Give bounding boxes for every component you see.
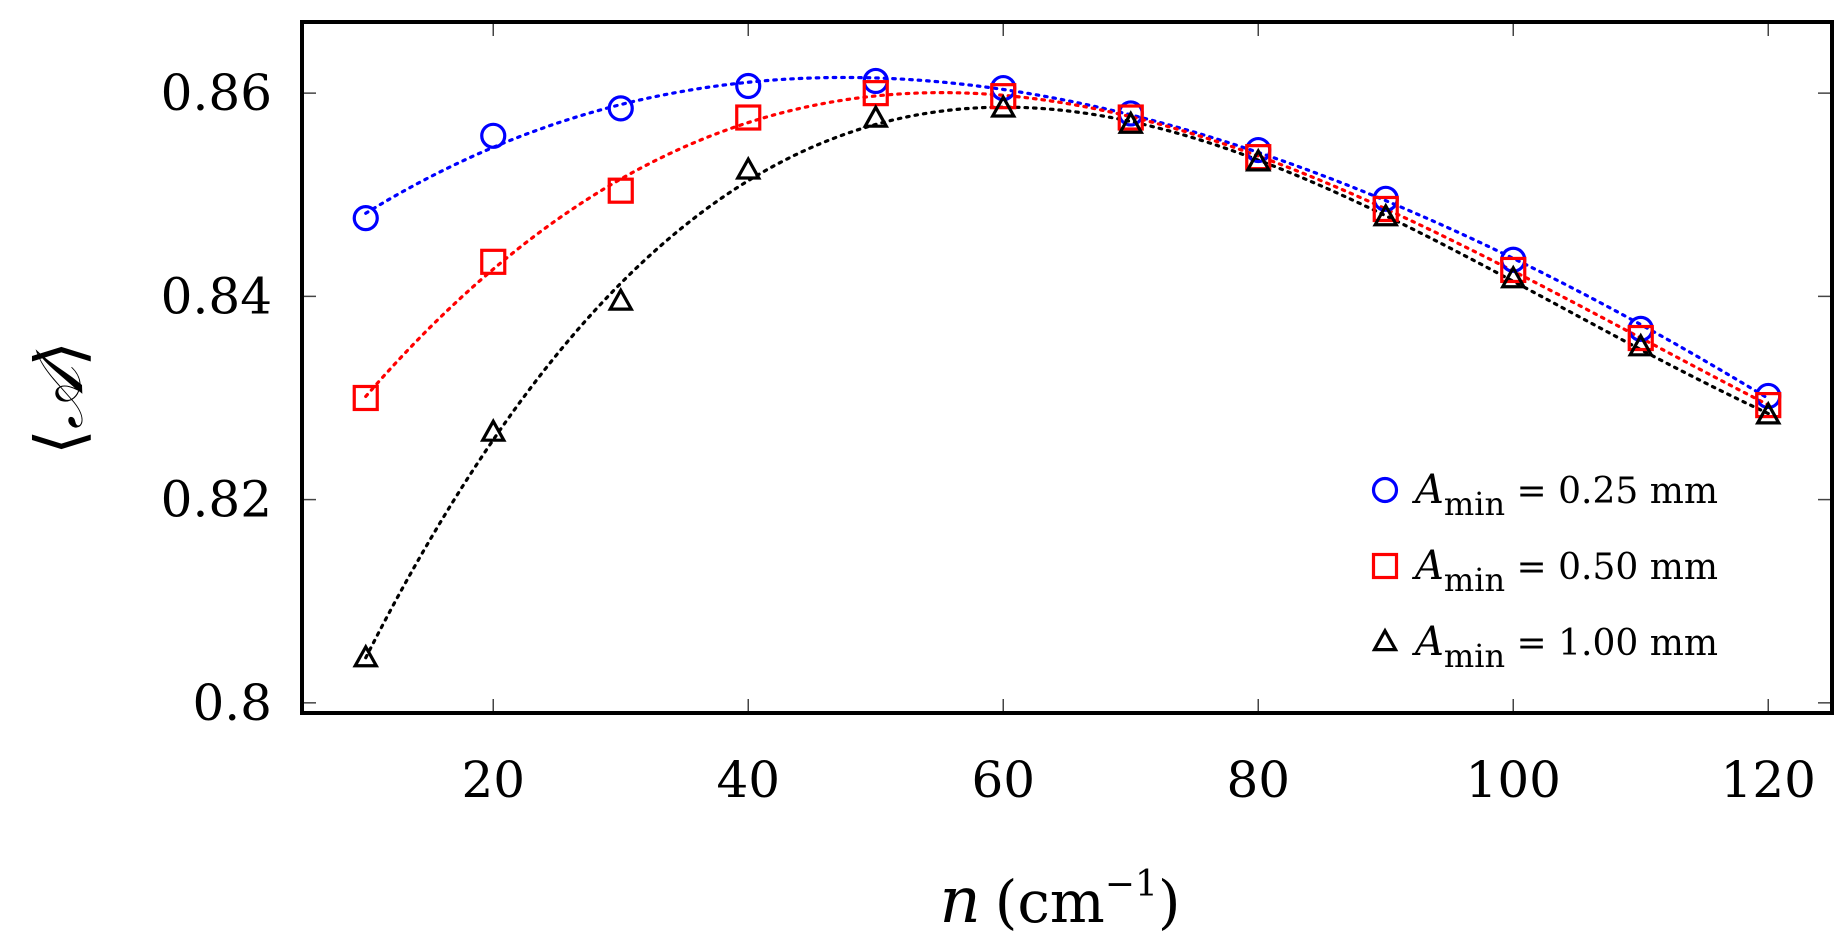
point-s050-x30 xyxy=(607,177,634,204)
x-tick-label-60: 60 xyxy=(971,751,1035,809)
fit-curves xyxy=(364,75,1770,660)
x-tick-label-20: 20 xyxy=(461,751,525,809)
ticks xyxy=(302,22,1832,713)
x-axis-unit: (cm xyxy=(995,868,1105,936)
legend-marker-s100 xyxy=(1371,627,1399,652)
legend-label-s025: Amin = 0.25 mm xyxy=(1411,467,1718,523)
point-s050-x70 xyxy=(1117,104,1144,131)
point-s025-x40 xyxy=(735,72,762,100)
point-s100-x100 xyxy=(1499,264,1527,289)
x-tick-labels: 20 40 60 80 100 120 xyxy=(461,751,1816,809)
legend-marker-s025 xyxy=(1371,476,1399,504)
fit-curve-s025 xyxy=(364,75,1770,401)
point-s050-x100 xyxy=(1500,256,1527,284)
point-s050-x10 xyxy=(352,384,379,412)
y-tick-label-0.82: 0.82 xyxy=(161,471,272,529)
legend-label-s100: Amin = 1.00 mm xyxy=(1411,619,1718,675)
x-tick-label-40: 40 xyxy=(716,751,780,809)
point-s050-x120 xyxy=(1755,391,1782,419)
point-s100-x90 xyxy=(1372,202,1400,227)
x-axis-unit-close: ) xyxy=(1158,868,1181,936)
point-s025-x30 xyxy=(607,95,634,122)
plot-frame xyxy=(300,20,1834,715)
x-tick-label-120: 120 xyxy=(1721,751,1816,809)
point-s050-x110 xyxy=(1627,324,1654,352)
legend: Amin = 0.25 mm Amin = 0.50 mm Amin = 1.00 … xyxy=(1371,467,1718,675)
point-s100-x120 xyxy=(1754,400,1782,425)
x-axis-symbol: n xyxy=(939,864,980,938)
y-axis-open: ⟨ xyxy=(21,429,98,455)
x-tick-label-80: 80 xyxy=(1226,751,1290,809)
point-s025-x20 xyxy=(480,122,507,149)
x-axis-unit-exponent: −1 xyxy=(1105,864,1158,905)
legend-marker-s050 xyxy=(1371,552,1399,580)
point-s100-x10 xyxy=(352,643,380,668)
fit-curve-s100 xyxy=(364,105,1770,660)
y-axis-title: ⟨𝒜⟩ xyxy=(21,341,98,455)
point-s100-x110 xyxy=(1627,332,1655,357)
point-s100-x60 xyxy=(989,93,1017,118)
point-s100-x40 xyxy=(734,155,762,180)
point-s100-x30 xyxy=(607,286,635,311)
data-markers xyxy=(352,67,1782,668)
fit-curve-s050 xyxy=(364,91,1770,407)
legend-label-s050: Amin = 0.50 mm xyxy=(1411,543,1718,599)
x-axis-title: n (cm−1) xyxy=(939,864,1180,938)
point-s100-x50 xyxy=(862,104,890,128)
point-s050-x20 xyxy=(480,248,507,275)
y-tick-label-0.86: 0.86 xyxy=(161,64,272,122)
y-tick-labels: 0.8 0.82 0.84 0.86 xyxy=(161,64,272,732)
point-s050-x60 xyxy=(990,83,1017,110)
point-s050-x90 xyxy=(1372,195,1399,223)
y-tick-label-0.8: 0.8 xyxy=(192,674,272,732)
point-s100-x70 xyxy=(1117,110,1145,134)
point-s100-x80 xyxy=(1244,147,1272,172)
y-axis-close: ⟩ xyxy=(21,341,98,367)
x-tick-label-100: 100 xyxy=(1466,751,1561,809)
point-s050-x40 xyxy=(735,104,762,131)
y-tick-label-0.84: 0.84 xyxy=(161,267,272,325)
point-s100-x20 xyxy=(479,418,507,442)
point-s025-x10 xyxy=(352,205,379,232)
